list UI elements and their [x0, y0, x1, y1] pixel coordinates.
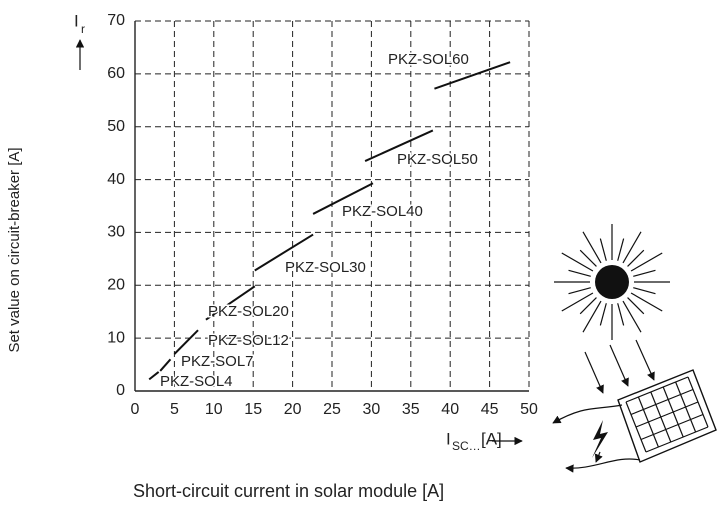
sun-ray — [627, 297, 645, 315]
sun-ray — [582, 231, 602, 264]
curve — [364, 129, 434, 162]
lightning-tip — [594, 451, 603, 463]
curve-label: PKZ-SOL40 — [342, 203, 423, 220]
curve-label: PKZ-SOL7 — [181, 353, 254, 370]
sun-ray — [633, 287, 656, 295]
curve-label: PKZ-SOL4 — [160, 373, 233, 390]
panel-cell — [630, 388, 694, 416]
sun-ray — [582, 300, 602, 333]
sun-ray — [599, 303, 607, 326]
panel-grid — [625, 376, 709, 453]
x-tick-label: 30 — [363, 401, 381, 418]
y-tick-label: 60 — [107, 65, 125, 82]
y-axis-title: Set value on circuit-breaker [A] — [6, 147, 23, 352]
curve — [148, 371, 160, 381]
panel-cell — [645, 426, 709, 453]
light-arrow — [635, 339, 655, 381]
x-tick-label: 40 — [441, 401, 459, 418]
curve — [205, 285, 256, 321]
sun-ray — [633, 269, 656, 277]
sun-ray — [568, 287, 591, 295]
x-tick-label: 15 — [244, 401, 262, 418]
curve — [254, 233, 314, 272]
light-arrow — [584, 351, 604, 394]
sun-ray — [627, 249, 645, 267]
sun-ray — [622, 300, 642, 333]
x-symbol: I — [446, 429, 451, 448]
lightning — [592, 420, 608, 458]
curve — [159, 358, 172, 372]
solar-panel — [617, 369, 717, 463]
sun-ray — [561, 292, 594, 312]
curve — [312, 182, 374, 215]
curve-label: PKZ-SOL30 — [285, 259, 366, 276]
y-symbol: I — [74, 11, 79, 30]
x-tick-label: 0 — [131, 401, 140, 418]
x-tick-label: 5 — [170, 401, 179, 418]
y-tick-label: 20 — [107, 277, 125, 294]
curve-label: PKZ-SOL20 — [208, 303, 289, 320]
panel-cell — [635, 401, 699, 428]
y-symbol-sub: r — [81, 22, 85, 36]
x-tick-label: 20 — [284, 401, 302, 418]
y-tick-label: 0 — [116, 382, 125, 399]
x-tick-label: 25 — [323, 401, 341, 418]
curve — [434, 61, 511, 90]
x-tick-label: 45 — [481, 401, 499, 418]
sun — [595, 265, 629, 299]
curve — [173, 329, 199, 355]
sun-ray — [568, 269, 591, 277]
x-symbol-sub: SC… — [452, 439, 481, 453]
sun-ray — [561, 252, 594, 272]
curve-label: PKZ-SOL60 — [388, 51, 469, 68]
sun-rays — [554, 224, 670, 340]
sun-ray — [630, 292, 663, 312]
wire — [552, 404, 623, 424]
x-tick-label: 35 — [402, 401, 420, 418]
x-tick-label: 50 — [520, 401, 538, 418]
wire — [565, 458, 641, 473]
sun-ray — [579, 249, 597, 267]
x-symbol-unit: [A] — [481, 429, 502, 448]
sun-ray — [622, 231, 642, 264]
y-tick-label: 30 — [107, 224, 125, 241]
y-tick-label: 50 — [107, 118, 125, 135]
y-tick-label: 10 — [107, 329, 125, 346]
solar-illustration — [552, 224, 717, 473]
curve-label: PKZ-SOL50 — [397, 151, 478, 168]
sun-ray — [599, 238, 607, 261]
panel-cell — [640, 413, 704, 441]
x-axis-title: Short-circuit current in solar module [A… — [133, 481, 444, 501]
sun-ray — [630, 252, 663, 272]
plot-area: 0 10 20 30 40 50 60 70 0 5 10 15 20 25 30 35 40 45 50 PKZ-S… — [107, 12, 538, 418]
sun-ray — [617, 238, 625, 261]
sun-ray — [579, 297, 597, 315]
x-tick-label: 10 — [205, 401, 223, 418]
y-tick-label: 40 — [107, 171, 125, 188]
sun-ray — [617, 303, 625, 326]
curve-label: PKZ-SOL12 — [208, 332, 289, 349]
y-tick-label: 70 — [107, 12, 125, 29]
light-arrow — [609, 344, 629, 387]
panel-cell — [625, 376, 689, 403]
